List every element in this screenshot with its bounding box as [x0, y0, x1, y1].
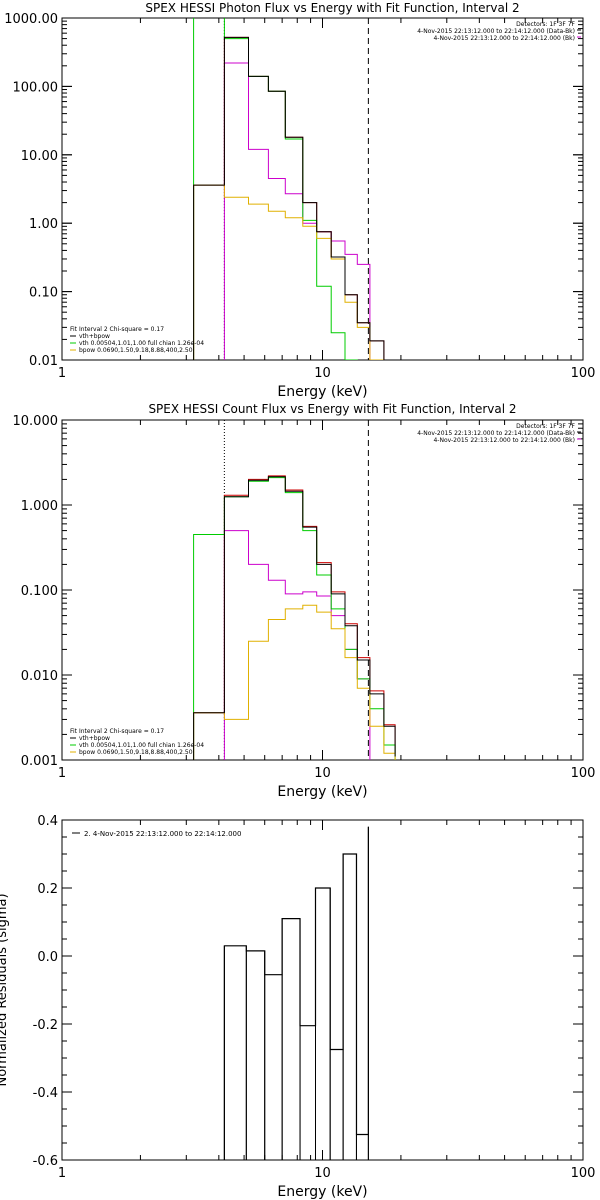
plot-frame — [61, 17, 584, 361]
legend-entry: bpow 0.0690,1.50,9.18,8.88,400,2.50 — [79, 749, 193, 756]
y-tick-label: -0.4 — [33, 1086, 58, 1101]
y-tick-label: 0.10 — [29, 286, 58, 301]
series-group — [193, 475, 396, 760]
y-tick-label: -0.2 — [33, 1018, 58, 1033]
series-vth-line — [193, 477, 396, 760]
chart-title: SPEX HESSI Count Flux vs Energy with Fit… — [148, 402, 516, 416]
series-fit-line — [193, 476, 396, 760]
legend-entry: Fit Interval 2 Chi-square = 0.17 — [70, 728, 164, 735]
x-tick-label: 100 — [571, 366, 596, 381]
series-data-line — [223, 530, 371, 760]
series-bpow-line — [193, 184, 384, 360]
y-tick-label: 0.4 — [37, 814, 58, 829]
x-tick-label: 10 — [314, 366, 331, 381]
x-tick-label: 1 — [58, 766, 66, 781]
series-sum-line — [193, 475, 396, 760]
y-tick-label: 1.00 — [29, 217, 58, 232]
x-axis-label: Energy (keV) — [277, 784, 367, 800]
x-tick-label: 1 — [58, 366, 66, 381]
x-tick-label: 100 — [571, 766, 596, 781]
x-tick-label: 1 — [58, 1166, 66, 1181]
x-axis-label: Energy (keV) — [277, 1184, 367, 1200]
y-tick-label: -0.6 — [33, 1154, 58, 1169]
legend-entry: vth 0.00504,1.01,1.00 full chian 1.26e-0… — [79, 340, 204, 347]
legend-entry: 2. 4-Nov-2015 22:13:12.000 to 22:14:12.0… — [84, 830, 241, 838]
series-group — [193, 18, 385, 360]
y-tick-label: 0.01 — [29, 354, 58, 369]
legend-entry: bpow 0.0690,1.50,9.18,8.88,400,2.50 — [79, 347, 193, 354]
series-group — [223, 826, 369, 1160]
y-axis-label: Normalized Residuals (sigma) — [0, 893, 10, 1086]
x-tick-label: 10 — [314, 766, 331, 781]
series-residual-line — [223, 826, 369, 1160]
plot-frame — [61, 819, 584, 1161]
panel-3: 1 10 100 Energy (keV) -0.6 -0.4 -0.2 0.0 0.2 0.4 N… — [0, 814, 595, 1200]
y-tick-label: 0.2 — [37, 882, 58, 897]
y-tick-label: 0.001 — [21, 754, 58, 769]
info-text: 4-Nov-2015 22:13:12.000 to 22:14:12.000 … — [417, 430, 575, 437]
series-sum-line — [193, 36, 385, 360]
info-text: 4-Nov-2015 22:13:12.000 to 22:14:12.000 … — [433, 35, 575, 42]
legend-entry: Fit Interval 2 Chi-square = 0.17 — [70, 326, 164, 333]
residual-bars — [223, 826, 369, 1160]
y-tick-label: 0.010 — [21, 669, 58, 684]
y-tick-label: 1000.00 — [4, 12, 58, 27]
chart-title: SPEX HESSI Photon Flux vs Energy with Fi… — [145, 1, 519, 15]
y-tick-label: 0.0 — [37, 950, 58, 965]
legend-entry: vth 0.00504,1.01,1.00 full chian 1.26e-0… — [79, 742, 204, 749]
x-tick-label: 100 — [571, 1166, 596, 1181]
plot-frame — [61, 419, 584, 761]
legend-entry: vth+bpow — [79, 735, 110, 742]
x-tick-label: 10 — [314, 1166, 331, 1181]
info-text: 4-Nov-2015 22:13:12.000 to 22:14:12.000 … — [417, 28, 575, 35]
y-tick-label: 10.000 — [13, 414, 59, 429]
info-text: Detectors: 1F 3F 7F — [516, 21, 575, 28]
series-bpow-line — [193, 604, 396, 760]
legend-entry: vth+bpow — [79, 333, 110, 340]
y-tick-label: 1.000 — [21, 499, 58, 514]
panel-2: 1 10 100 Energy (keV) 0.001 0.010 0.100 1.000 10… — [13, 402, 596, 800]
y-tick-label: 10.00 — [21, 149, 58, 164]
info-text: 4-Nov-2015 22:13:12.000 to 22:14:12.000 … — [433, 437, 575, 444]
series-data-line — [223, 62, 371, 360]
series-fit-line — [193, 36, 385, 360]
panel-1: 1 10 100 Energy (keV) 0.01 0.10 1.00 10.00 100.0… — [4, 1, 595, 400]
y-tick-label: 0.100 — [21, 584, 58, 599]
x-axis-label: Energy (keV) — [277, 384, 367, 400]
info-text: Detectors: 1F 3F 7F — [516, 423, 575, 430]
y-tick-label: 100.00 — [13, 80, 59, 95]
